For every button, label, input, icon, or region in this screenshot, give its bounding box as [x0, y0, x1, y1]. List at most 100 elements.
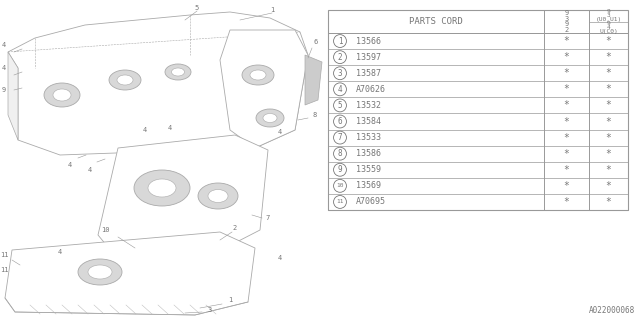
Text: 9: 9 [338, 165, 342, 174]
Text: 4: 4 [607, 25, 611, 30]
Ellipse shape [250, 70, 266, 80]
Text: *: * [564, 68, 570, 78]
Text: 3: 3 [338, 69, 342, 78]
Text: 1: 1 [338, 36, 342, 45]
Text: 13587: 13587 [356, 69, 381, 78]
Text: 13569: 13569 [356, 181, 381, 190]
Text: 8: 8 [338, 149, 342, 158]
Text: 9: 9 [2, 87, 6, 93]
Text: 4: 4 [278, 129, 282, 135]
Circle shape [333, 115, 346, 128]
Text: 4: 4 [168, 125, 172, 131]
Text: 1: 1 [270, 7, 274, 13]
Circle shape [333, 99, 346, 112]
Text: 4: 4 [68, 162, 72, 168]
Text: *: * [605, 181, 611, 191]
Text: 7: 7 [338, 133, 342, 142]
Circle shape [333, 131, 346, 144]
Text: A70695: A70695 [356, 197, 386, 206]
Text: 7: 7 [266, 215, 270, 221]
Text: 4: 4 [2, 65, 6, 71]
Text: PARTS CORD: PARTS CORD [409, 17, 463, 26]
Ellipse shape [208, 189, 228, 203]
Text: *: * [605, 100, 611, 110]
Text: 13566: 13566 [356, 36, 381, 45]
Text: 9: 9 [564, 21, 568, 28]
Text: *: * [564, 132, 570, 143]
Ellipse shape [78, 259, 122, 285]
Circle shape [333, 196, 346, 208]
Ellipse shape [134, 170, 190, 206]
Text: *: * [605, 132, 611, 143]
Text: *: * [564, 181, 570, 191]
Text: 13586: 13586 [356, 149, 381, 158]
Text: *: * [564, 197, 570, 207]
Text: 11: 11 [0, 267, 8, 273]
Text: (U0,U1): (U0,U1) [595, 17, 621, 22]
Ellipse shape [172, 68, 184, 76]
Circle shape [333, 180, 346, 192]
Bar [328, 10, 628, 210]
Text: A022000068: A022000068 [589, 306, 635, 315]
Text: 10: 10 [100, 227, 109, 233]
Circle shape [333, 163, 346, 176]
Text: 4: 4 [338, 85, 342, 94]
Polygon shape [8, 12, 308, 155]
Ellipse shape [117, 75, 133, 85]
Circle shape [333, 51, 346, 64]
Text: *: * [564, 165, 570, 175]
Text: *: * [564, 116, 570, 126]
Text: 6: 6 [338, 117, 342, 126]
Text: 3: 3 [607, 13, 611, 18]
Text: 11: 11 [0, 252, 8, 258]
Polygon shape [305, 55, 322, 105]
Text: U(C0): U(C0) [599, 28, 618, 34]
Text: 4: 4 [88, 167, 92, 173]
Ellipse shape [44, 83, 80, 107]
Text: *: * [605, 197, 611, 207]
Text: 13532: 13532 [356, 101, 381, 110]
Text: 13584: 13584 [356, 117, 381, 126]
Text: 4: 4 [278, 255, 282, 261]
Text: *: * [564, 100, 570, 110]
Ellipse shape [148, 179, 176, 197]
Text: 4: 4 [58, 249, 62, 255]
Text: 9: 9 [607, 21, 611, 26]
Text: 1: 1 [228, 297, 232, 303]
Text: *: * [605, 36, 611, 46]
Text: 8: 8 [313, 112, 317, 118]
Text: 3: 3 [564, 16, 568, 22]
Text: 6: 6 [314, 39, 318, 45]
Polygon shape [98, 135, 268, 252]
Text: 13559: 13559 [356, 165, 381, 174]
Text: *: * [605, 68, 611, 78]
Text: *: * [605, 149, 611, 159]
Text: *: * [564, 36, 570, 46]
Text: *: * [605, 116, 611, 126]
Ellipse shape [242, 65, 274, 85]
Text: 4: 4 [2, 42, 6, 48]
Polygon shape [220, 30, 308, 148]
Text: 4: 4 [143, 127, 147, 133]
Text: *: * [564, 52, 570, 62]
Text: *: * [605, 52, 611, 62]
Text: 2: 2 [233, 225, 237, 231]
Text: 2: 2 [338, 52, 342, 62]
Ellipse shape [109, 70, 141, 90]
Text: A70626: A70626 [356, 85, 386, 94]
Ellipse shape [53, 89, 71, 101]
Text: 13597: 13597 [356, 52, 381, 62]
Text: 5: 5 [195, 5, 199, 11]
Ellipse shape [198, 183, 238, 209]
Ellipse shape [88, 265, 112, 279]
Circle shape [333, 35, 346, 47]
Circle shape [333, 67, 346, 80]
Text: 11: 11 [336, 199, 344, 204]
Text: 5: 5 [338, 101, 342, 110]
Ellipse shape [256, 109, 284, 127]
Text: *: * [564, 84, 570, 94]
Text: 9: 9 [564, 10, 568, 16]
Text: 9: 9 [607, 9, 611, 14]
Text: 3: 3 [208, 307, 212, 313]
Circle shape [333, 83, 346, 96]
